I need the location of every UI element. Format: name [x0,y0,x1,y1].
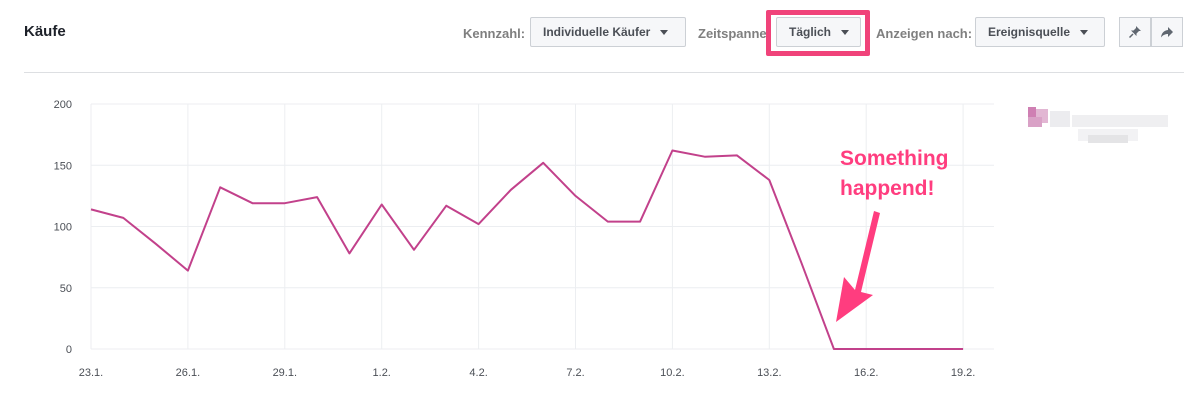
annotation: Something happend! [836,147,949,322]
annotation-arrow [836,211,880,322]
share-icon [1161,27,1173,38]
metric-dropdown-value: Individuelle Käufer [543,25,651,39]
x-tick-label: 26.1. [176,367,200,379]
y-tick-label: 0 [66,344,72,356]
legend-blurred [1028,107,1168,157]
pin-button[interactable] [1119,17,1151,47]
chevron-down-icon [841,29,850,35]
x-tick-label: 7.2. [566,367,584,379]
share-button[interactable] [1151,17,1183,47]
pin-icon [1128,26,1141,39]
period-dropdown-value: Täglich [789,25,832,39]
view-label: Anzeigen nach: [876,26,973,41]
view-dropdown-value: Ereignisquelle [988,25,1071,39]
annotation-line-2: happend! [840,177,935,200]
x-tick-label: 13.2. [757,367,781,379]
header-divider [24,72,1184,73]
series-line [90,149,964,350]
x-tick-label: 1.2. [373,367,391,379]
period-label: Zeitspanne: [698,26,771,41]
x-tick-label: 10.2. [660,367,684,379]
annotation-line-1: Something [840,147,949,170]
view-dropdown[interactable]: Ereignisquelle [975,17,1105,47]
x-tick-label: 29.1. [273,367,297,379]
metric-dropdown[interactable]: Individuelle Käufer [530,17,686,47]
chevron-down-icon [660,29,669,35]
period-highlight-box [766,10,870,56]
y-tick-label: 50 [60,283,72,295]
metric-label: Kennzahl: [463,26,526,41]
x-tick-label: 23.1. [79,367,103,379]
y-tick-label: 100 [54,222,72,234]
chevron-down-icon [1080,29,1089,35]
y-tick-label: 200 [54,99,72,111]
x-tick-label: 4.2. [469,367,487,379]
x-tick-label: 19.2. [951,367,975,379]
chart-title: Käufe [24,23,66,40]
period-dropdown[interactable]: Täglich [776,17,861,47]
y-tick-label: 150 [54,160,72,172]
x-tick-label: 16.2. [854,367,878,379]
